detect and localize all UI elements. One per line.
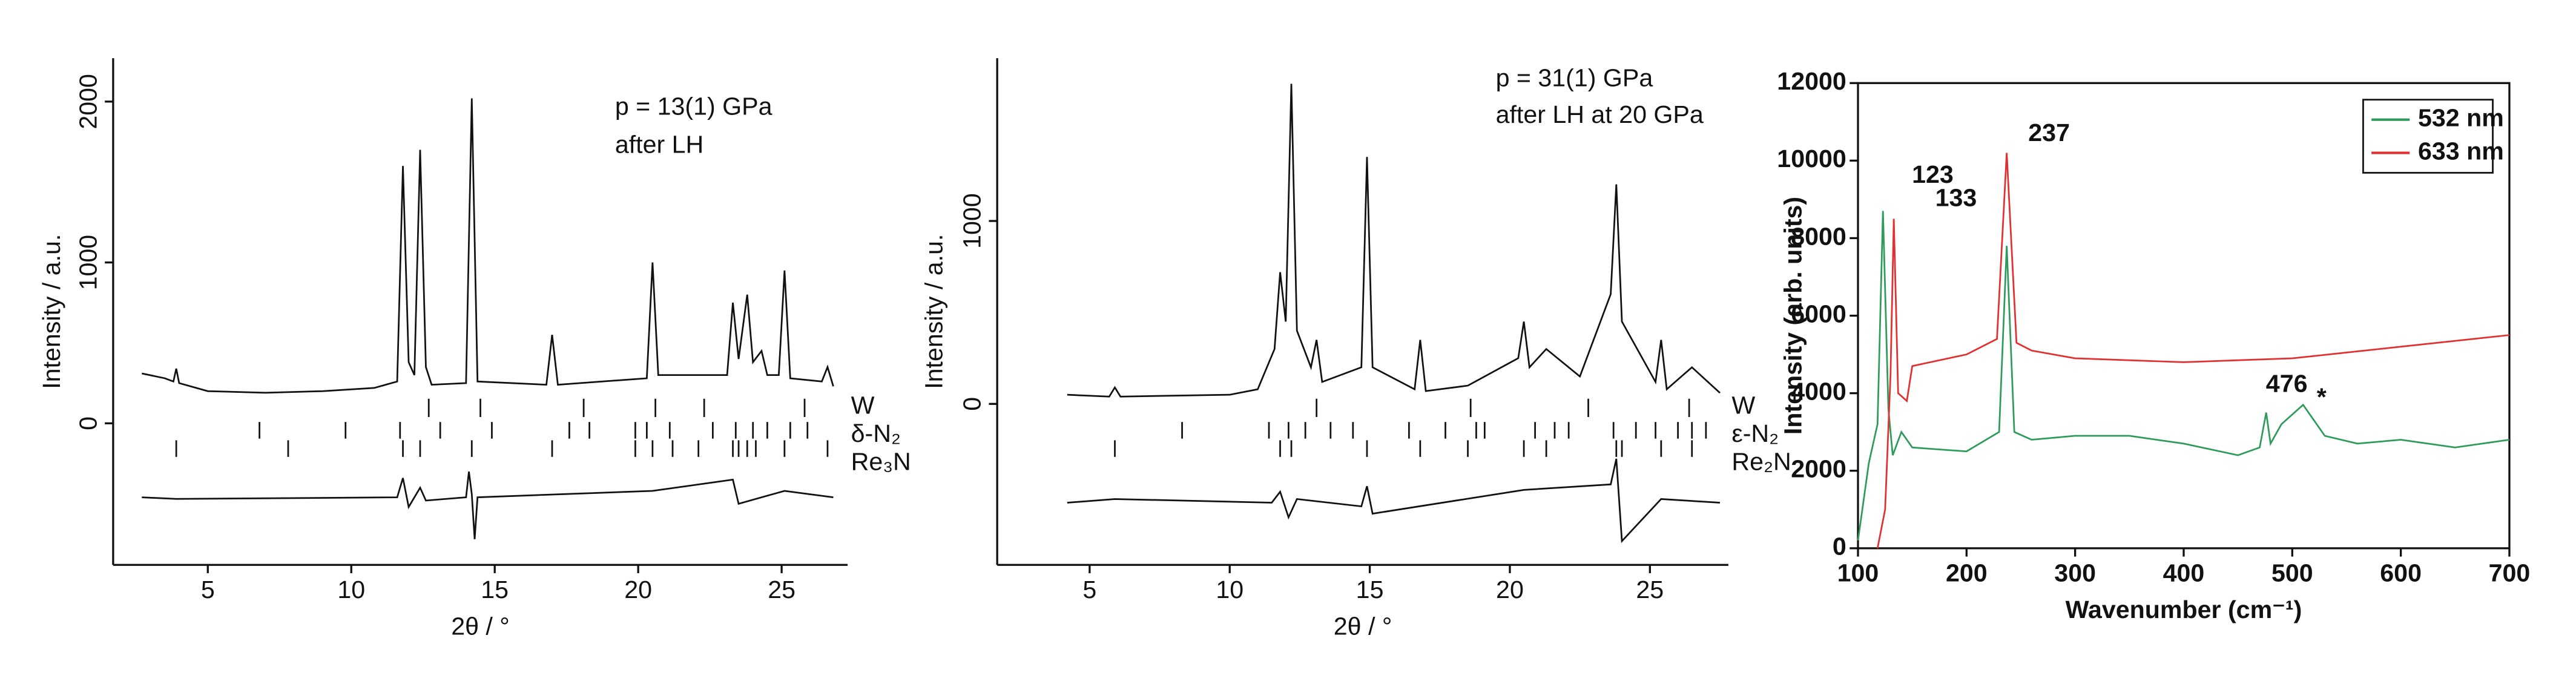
y-axis-title: Intensity / a.u. xyxy=(920,234,947,389)
y-axis-title: Intensity / a.u. xyxy=(38,234,65,389)
y-tick-label: 6000 xyxy=(1791,300,1846,327)
annotation: p = 13(1) GPa xyxy=(615,92,772,120)
reflection-label: ε-N₂ xyxy=(1731,419,1779,447)
reflection-label: Re₂N xyxy=(1731,448,1791,476)
x-tick-label: 10 xyxy=(1216,576,1244,603)
y-tick-label: 2000 xyxy=(1791,455,1846,483)
series-line xyxy=(1857,211,2510,541)
x-tick-label: 5 xyxy=(201,576,215,603)
legend-label: 532 nm xyxy=(2418,104,2504,132)
annotation: 476 xyxy=(2266,370,2308,398)
y-tick-label: 10000 xyxy=(1777,145,1846,173)
reflection-label: δ-N₂ xyxy=(851,419,901,447)
y-tick-label: 0 xyxy=(1833,533,1846,560)
y-tick-label: 8000 xyxy=(1791,222,1846,250)
series-line xyxy=(142,471,834,539)
x-tick-label: 100 xyxy=(1837,559,1879,587)
y-tick-label: 0 xyxy=(958,397,986,411)
annotation: after LH xyxy=(615,130,703,158)
x-axis-title: 2θ / ° xyxy=(451,612,510,640)
series-line xyxy=(1876,153,2510,549)
x-tick-label: 15 xyxy=(481,576,509,603)
x-tick-label: 20 xyxy=(1496,576,1524,603)
x-tick-label: 10 xyxy=(337,576,365,603)
series-line xyxy=(1067,84,1721,398)
x-tick-label: 300 xyxy=(2054,559,2096,587)
annotation: 123 xyxy=(1912,160,1954,188)
y-tick-label: 2000 xyxy=(74,74,102,130)
reflection-label: W xyxy=(1731,391,1755,419)
series-line xyxy=(1067,458,1721,544)
annotation: 237 xyxy=(2028,119,2070,146)
annotation: * xyxy=(2317,383,2327,411)
annotation: p = 31(1) GPa xyxy=(1496,64,1653,92)
x-tick-label: 700 xyxy=(2489,559,2531,587)
x-axis-title: Wavenumber (cm⁻¹) xyxy=(2066,596,2302,623)
x-tick-label: 500 xyxy=(2271,559,2313,587)
x-tick-label: 15 xyxy=(1356,576,1384,603)
annotation: after LH at 20 GPa xyxy=(1496,100,1704,128)
legend-label: 633 nm xyxy=(2418,137,2504,165)
reflection-label: W xyxy=(851,391,875,419)
x-tick-label: 400 xyxy=(2163,559,2205,587)
x-tick-label: 200 xyxy=(1946,559,1988,587)
x-tick-label: 600 xyxy=(2380,559,2422,587)
x-axis-title: 2θ / ° xyxy=(1334,612,1392,640)
x-tick-label: 25 xyxy=(768,576,796,603)
y-tick-label: 0 xyxy=(74,416,102,430)
y-axis-title: Intensity (arb. units) xyxy=(1779,197,1807,435)
x-tick-label: 20 xyxy=(624,576,652,603)
y-tick-label: 12000 xyxy=(1777,67,1846,95)
x-tick-label: 25 xyxy=(1636,576,1664,603)
legend-box xyxy=(2362,99,2494,174)
annotation: 133 xyxy=(1935,183,1977,211)
y-tick-label: 4000 xyxy=(1791,377,1846,405)
y-tick-label: 1000 xyxy=(74,235,102,291)
y-tick-label: 1000 xyxy=(958,193,986,249)
x-tick-label: 5 xyxy=(1082,576,1096,603)
reflection-label: Re₃N xyxy=(851,448,911,476)
series-line xyxy=(142,98,834,394)
